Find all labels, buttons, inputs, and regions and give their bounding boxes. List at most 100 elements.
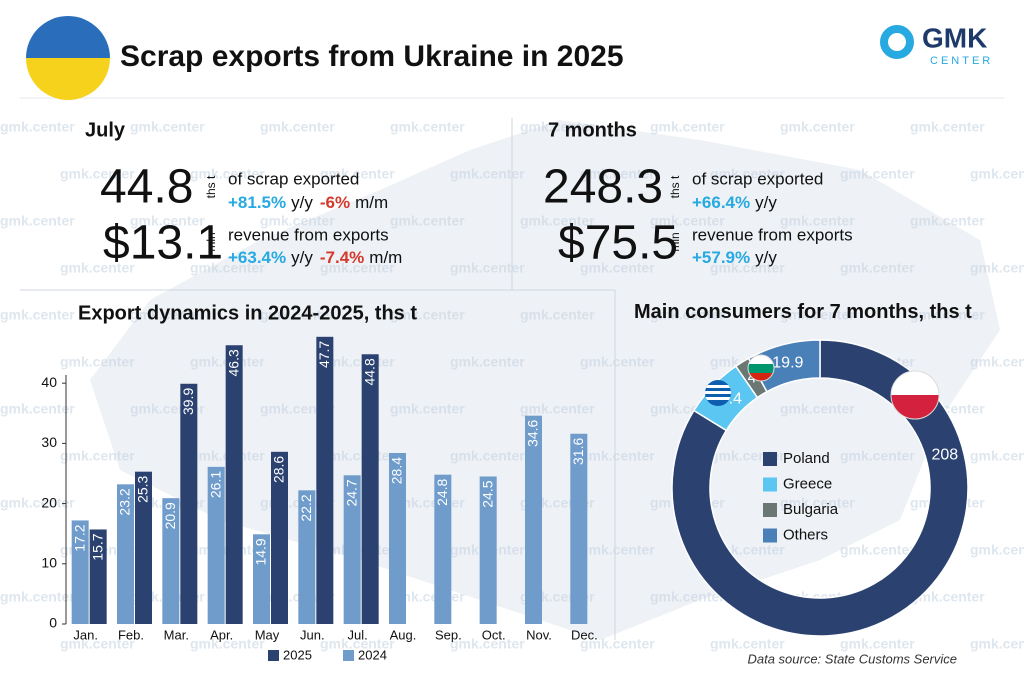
value-label: 22.2 [298, 494, 314, 521]
watermark: gmk.center [970, 354, 1024, 370]
bar [343, 475, 361, 624]
stat-change: +81.5% y/y -6% m/m [228, 193, 388, 212]
watermark: gmk.center [130, 119, 205, 135]
watermark: gmk.center [580, 260, 655, 276]
watermark: gmk.center [840, 448, 915, 464]
value-label: 28.6 [271, 456, 287, 483]
legend-swatch [763, 477, 777, 492]
watermark: gmk.center [190, 260, 265, 276]
x-tick-label: Mar. [164, 627, 189, 642]
watermark: gmk.center [390, 119, 465, 135]
yoy: +63.4% [228, 248, 286, 267]
yoy: +81.5% [228, 193, 286, 212]
watermark: gmk.center [390, 401, 465, 417]
watermark: gmk.center [910, 119, 985, 135]
watermark: gmk.center [0, 495, 75, 511]
value-label: 24.8 [434, 478, 450, 505]
section-title: 7 months [548, 119, 637, 141]
watermark: gmk.center [60, 354, 135, 370]
stat-value: $75.5 [558, 217, 678, 270]
bar [180, 383, 198, 624]
watermark: gmk.center [970, 636, 1024, 652]
watermark: gmk.center [390, 213, 465, 229]
value-label: 24.5 [479, 480, 495, 507]
watermark: gmk.center [450, 354, 525, 370]
mom: -6% [320, 193, 350, 212]
watermark: gmk.center [710, 636, 785, 652]
watermark: gmk.center [190, 636, 265, 652]
watermark: gmk.center [60, 636, 135, 652]
watermark: gmk.center [60, 448, 135, 464]
watermark: gmk.center [840, 166, 915, 182]
bar [479, 476, 497, 624]
mom-label: m/m [355, 193, 388, 212]
watermark: gmk.center [970, 448, 1024, 464]
legend-swatch [268, 650, 279, 661]
watermark: gmk.center [970, 166, 1024, 182]
watermark: gmk.center [780, 495, 855, 511]
watermark: gmk.center [780, 213, 855, 229]
stat-label: revenue from exports [228, 225, 389, 244]
x-tick-label: Feb. [118, 627, 144, 642]
watermark: gmk.center [320, 260, 395, 276]
x-tick-label: Dec. [571, 627, 598, 642]
value-label: 15.7 [89, 533, 105, 560]
watermark: gmk.center [840, 636, 915, 652]
value-label: 46.3 [225, 349, 241, 376]
yoy: +57.9% [692, 248, 750, 267]
legend-swatch [763, 452, 777, 466]
logo-text: GMK [922, 22, 987, 53]
watermark: gmk.center [580, 448, 655, 464]
section-title: July [85, 119, 126, 141]
watermark: gmk.center [520, 401, 595, 417]
stat-unit: ths t [668, 175, 682, 198]
watermark: gmk.center [190, 166, 265, 182]
x-tick-label: Jan. [73, 627, 98, 642]
bar [71, 520, 89, 624]
value-label: 19.9 [772, 354, 803, 371]
value-label: 20.9 [162, 502, 178, 529]
bar [207, 466, 225, 624]
value-label: 26.1 [207, 471, 223, 498]
x-tick-label: Sep. [435, 627, 462, 642]
watermark: gmk.center [710, 260, 785, 276]
watermark: gmk.center [260, 307, 335, 323]
legend-label: Others [783, 526, 828, 543]
x-tick-label: Nov. [526, 627, 552, 642]
watermark: gmk.center [520, 307, 595, 323]
title: Scrap exports from Ukraine in 2025 [120, 40, 624, 73]
watermark: gmk.center [450, 166, 525, 182]
watermark: gmk.center [260, 213, 335, 229]
y-tick-label: 20 [41, 494, 57, 510]
stat-unit: mln [668, 232, 682, 251]
source: Data source: State Customs Service [747, 651, 957, 666]
ukraine-flag [26, 16, 110, 100]
watermark: gmk.center [0, 213, 75, 229]
bar [434, 474, 452, 624]
watermark: gmk.center [0, 401, 75, 417]
stat-label: of scrap exported [228, 169, 359, 188]
watermark: gmk.center [580, 636, 655, 652]
watermark: gmk.center [780, 307, 855, 323]
yoy-label: y/y [755, 193, 777, 212]
yoy-label: y/y [291, 248, 313, 267]
legend-label: Poland [783, 450, 830, 467]
bar [298, 490, 316, 624]
legend-swatch [763, 503, 777, 517]
bar [570, 433, 588, 624]
watermark: gmk.center [970, 260, 1024, 276]
yoy-label: y/y [755, 248, 777, 267]
value-label: 47.7 [316, 341, 332, 368]
value-label: 23.2 [117, 488, 133, 515]
stat-value: 248.3 [543, 161, 663, 214]
x-tick-label: May [255, 627, 280, 642]
watermark: gmk.center [320, 636, 395, 652]
value-label: 25.3 [135, 475, 151, 502]
x-tick-label: Jun. [300, 627, 325, 642]
watermark: gmk.center [840, 260, 915, 276]
x-tick-label: Jul. [348, 627, 368, 642]
watermark: gmk.center [0, 119, 75, 135]
watermark: gmk.center [910, 589, 985, 605]
stat-label: of scrap exported [692, 169, 823, 188]
